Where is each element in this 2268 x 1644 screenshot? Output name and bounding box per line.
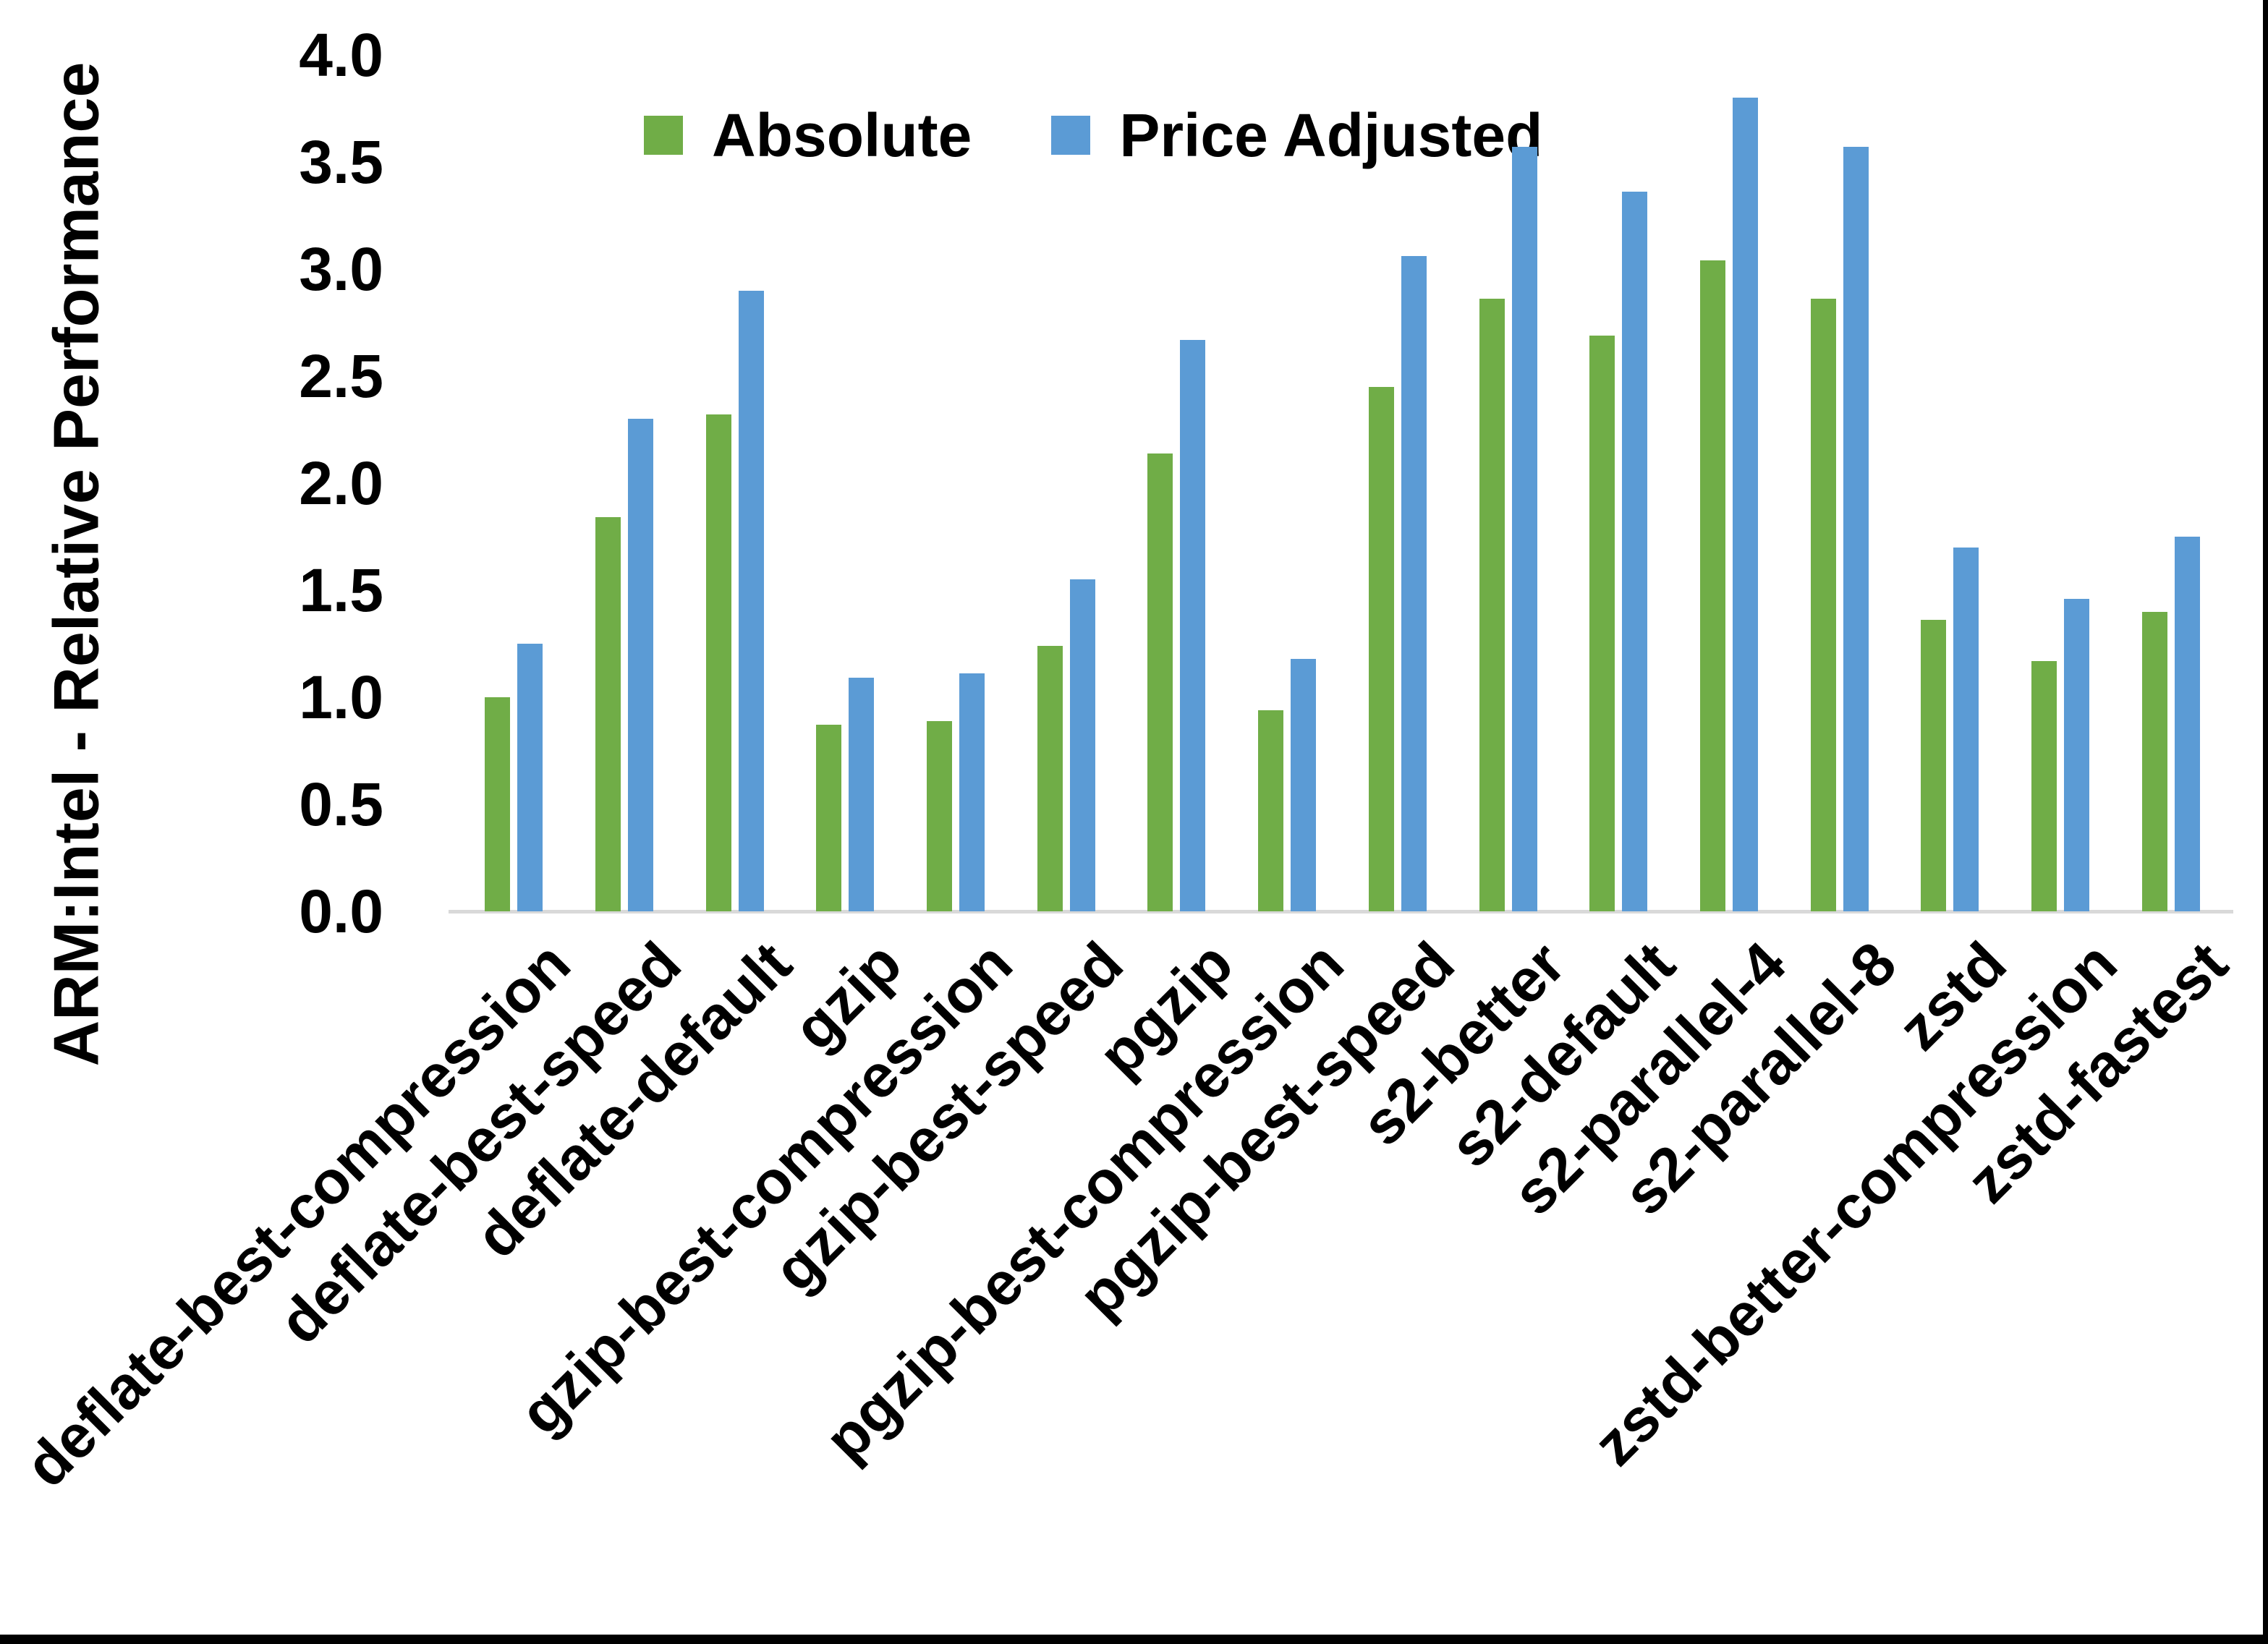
legend-item: Absolute bbox=[644, 105, 972, 166]
bar-absolute bbox=[1368, 386, 1394, 911]
bar-price-adjusted bbox=[1511, 147, 1537, 911]
y-tick-label: 0.0 bbox=[299, 877, 383, 945]
bar-absolute bbox=[1699, 260, 1725, 911]
bar-absolute bbox=[1147, 453, 1173, 911]
y-tick-label: 2.5 bbox=[299, 342, 383, 410]
screen-edge-bottom bbox=[0, 1635, 2268, 1644]
bar-price-adjusted bbox=[2063, 598, 2089, 911]
bar-price-adjusted bbox=[1401, 256, 1427, 911]
bar-price-adjusted bbox=[1291, 658, 1317, 911]
legend: Absolute Price Adjusted bbox=[644, 103, 1542, 168]
screen-edge-right bbox=[2263, 0, 2268, 1644]
bar-absolute bbox=[1479, 299, 1505, 911]
y-tick-label: 3.5 bbox=[299, 128, 383, 196]
bar-absolute bbox=[1921, 620, 1947, 911]
legend-label: Price Adjusted bbox=[1119, 101, 1543, 169]
bar-absolute bbox=[1589, 335, 1615, 911]
bar-absolute bbox=[595, 517, 621, 911]
bar-absolute bbox=[485, 697, 511, 911]
bar-absolute bbox=[816, 725, 842, 911]
x-axis-line bbox=[449, 910, 2233, 913]
legend-item: Price Adjusted bbox=[1051, 105, 1542, 166]
bar-absolute bbox=[927, 720, 953, 911]
y-tick-label: 0.5 bbox=[299, 770, 383, 838]
bar-price-adjusted bbox=[1180, 339, 1206, 911]
bar-price-adjusted bbox=[517, 644, 543, 911]
bar-price-adjusted bbox=[1732, 98, 1758, 911]
bar-price-adjusted bbox=[1622, 192, 1648, 911]
legend-label: Absolute bbox=[712, 101, 972, 169]
legend-swatch-icon bbox=[644, 116, 683, 155]
bar-absolute bbox=[1258, 710, 1284, 911]
legend-swatch-icon bbox=[1051, 116, 1091, 155]
bar-price-adjusted bbox=[849, 678, 875, 911]
y-tick-label: 3.0 bbox=[299, 235, 383, 303]
bar-price-adjusted bbox=[628, 419, 654, 911]
bar-absolute bbox=[1037, 645, 1063, 911]
y-tick-label: 1.0 bbox=[299, 663, 383, 731]
y-tick-label: 1.5 bbox=[299, 556, 383, 624]
bar-price-adjusted bbox=[959, 673, 985, 911]
bar-absolute bbox=[705, 414, 731, 911]
bar-price-adjusted bbox=[1953, 547, 1979, 911]
bar-price-adjusted bbox=[2174, 537, 2200, 911]
bar-absolute bbox=[1810, 299, 1836, 911]
bar-price-adjusted bbox=[1069, 579, 1095, 911]
plot-area bbox=[459, 55, 2226, 911]
bar-absolute bbox=[2031, 660, 2057, 911]
bar-price-adjusted bbox=[738, 290, 764, 911]
y-tick-label: 4.0 bbox=[299, 21, 383, 89]
bar-absolute bbox=[2141, 611, 2167, 911]
bar-price-adjusted bbox=[1843, 147, 1869, 911]
y-tick-label: 2.0 bbox=[299, 449, 383, 517]
